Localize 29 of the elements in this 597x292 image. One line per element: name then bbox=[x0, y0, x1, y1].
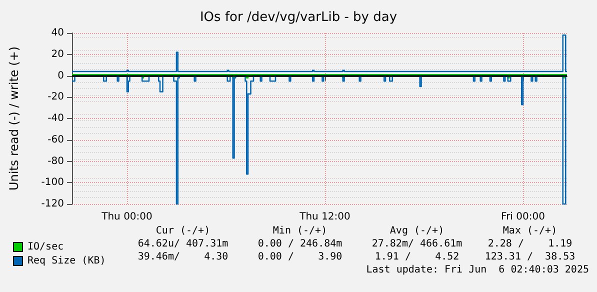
text: Min (-/+) bbox=[272, 226, 328, 236]
text: 27.82m/ 466.61m bbox=[372, 238, 462, 250]
y-tick-label: 40 bbox=[51, 28, 64, 38]
chart-title: IOs for /dev/vg/varLib - by day bbox=[200, 10, 398, 25]
y-tick-label: 20 bbox=[51, 48, 64, 60]
y-tick-label: -40 bbox=[48, 113, 64, 124]
text: 0.00 / 246.84m bbox=[258, 238, 342, 250]
text: 2.28 / 1.19 bbox=[488, 238, 572, 250]
text: Cur (-/+) bbox=[156, 226, 210, 236]
y-tick-label: -100 bbox=[41, 177, 64, 188]
text: Avg (-/+) bbox=[390, 226, 444, 236]
y-tick-label: -60 bbox=[48, 134, 64, 146]
y-tick-label: -80 bbox=[48, 156, 64, 167]
text: 1.91 / 4.52 bbox=[374, 252, 460, 262]
text: Last update: Fri Jun 6 02:40:03 2025 bbox=[366, 264, 589, 276]
x-tick-label: Thu 00:00 bbox=[100, 212, 152, 222]
legend-label: IO/sec bbox=[28, 242, 64, 252]
text: 39.46m/ 4.30 bbox=[138, 252, 228, 262]
y-tick-label: 0 bbox=[58, 70, 64, 82]
text: 0.00 / 3.90 bbox=[258, 252, 342, 262]
legend-label: Req Size (KB) bbox=[28, 256, 106, 266]
text: 64.62u/ 407.31m bbox=[138, 238, 228, 250]
text: 123.31 / 38.53 bbox=[484, 252, 576, 262]
y-tick-label: -20 bbox=[48, 92, 64, 103]
x-tick-label: Thu 12:00 bbox=[298, 212, 350, 222]
x-tick-label: Fri 00:00 bbox=[501, 212, 545, 222]
y-axis-title: Units read (-) / write (+) bbox=[7, 46, 21, 191]
y-tick-label: -120 bbox=[41, 198, 64, 210]
text: Max (-/+) bbox=[502, 226, 558, 236]
